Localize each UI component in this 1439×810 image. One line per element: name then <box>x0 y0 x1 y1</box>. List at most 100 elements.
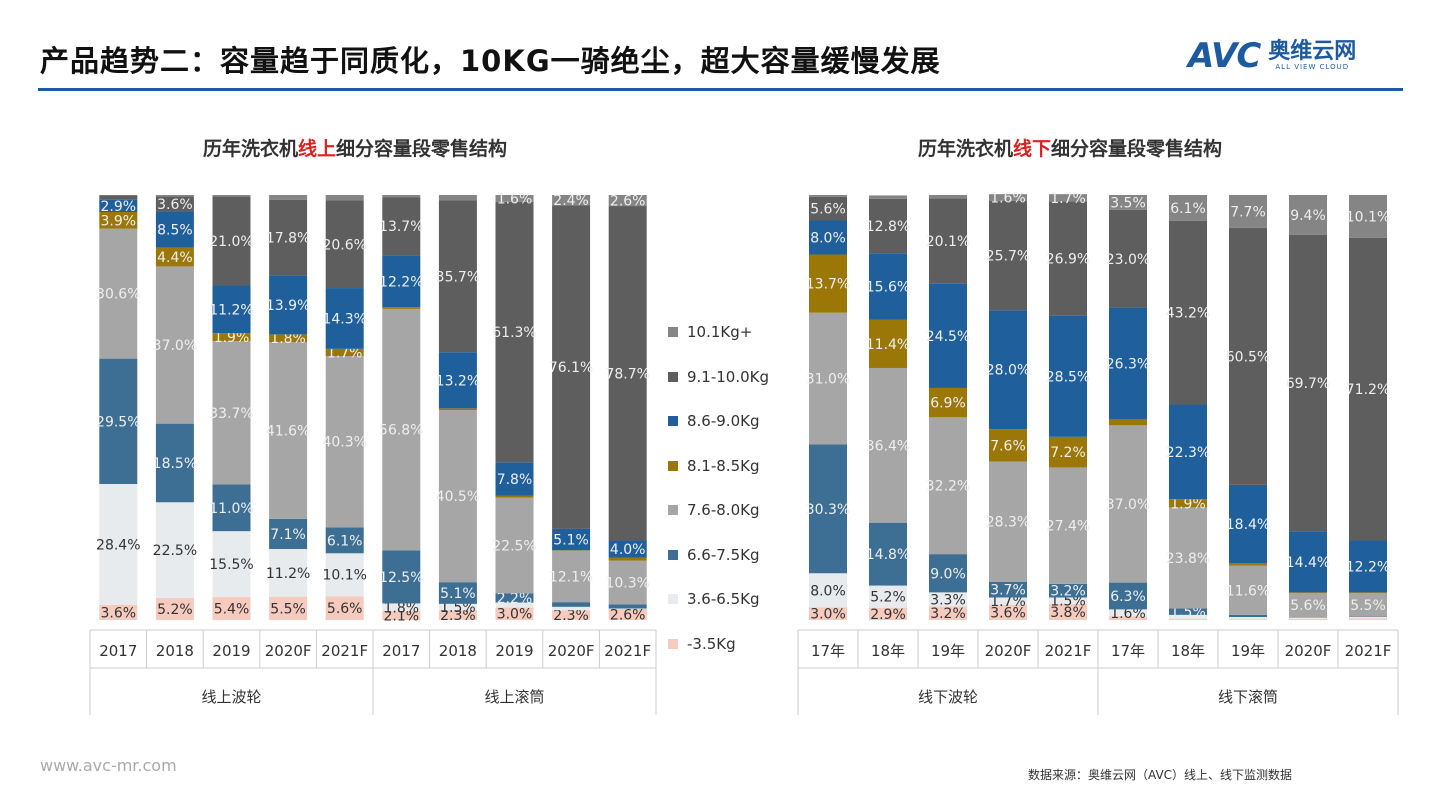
bar-segment <box>495 195 534 202</box>
data-label: 31.0% <box>806 372 850 388</box>
data-label: 1.6% <box>1110 606 1146 622</box>
data-label: 5.5% <box>270 601 306 617</box>
data-label: 9.0% <box>930 566 966 582</box>
data-label: 12.1% <box>549 569 593 585</box>
x-tick-label: 2017 <box>99 642 137 660</box>
bar-segment <box>1349 540 1387 593</box>
bar-segment <box>1169 220 1207 405</box>
data-label: 22.5% <box>492 538 536 554</box>
avc-logo: AVC 奥维云网 ALL VIEW CLOUD <box>1188 36 1356 76</box>
bar-segment <box>1229 484 1267 564</box>
title-pre: 历年洗衣机 <box>203 138 299 160</box>
x-tick-label: 18年 <box>1171 642 1205 660</box>
data-label: 3.3% <box>930 592 966 608</box>
data-label: 15.6% <box>866 279 910 295</box>
bar-segment <box>1289 195 1327 235</box>
bar-segment <box>552 602 591 607</box>
bar-segment <box>1349 593 1387 617</box>
bar-segment <box>1349 195 1387 238</box>
data-label: 23.8% <box>1166 551 1210 567</box>
bar-segment <box>608 195 647 207</box>
data-label: 7.7% <box>1230 204 1266 220</box>
bar-segment <box>552 205 591 529</box>
data-label: 18.5% <box>153 456 197 472</box>
title-post: 细分容量段零售结构 <box>336 138 508 160</box>
bar-segment <box>929 387 967 418</box>
data-label: 3.2% <box>1050 584 1086 600</box>
legend-item: 10.1Kg+ <box>668 310 769 355</box>
bar-segment <box>382 308 421 551</box>
data-label: 14.8% <box>866 547 910 563</box>
data-label: 15.5% <box>209 557 253 573</box>
bar-segment <box>382 197 421 256</box>
bar-segment <box>155 423 194 503</box>
footer-url: www.avc-mr.com <box>40 756 177 775</box>
bar-segment <box>438 195 477 201</box>
data-label: 13.7% <box>379 219 423 235</box>
bar-segment <box>155 211 194 248</box>
bar-segment <box>438 610 477 620</box>
legend-label: 8.6-9.0Kg <box>687 412 760 431</box>
bar-segment <box>1049 603 1087 620</box>
data-label: 3.8% <box>1050 605 1086 621</box>
bar-segment <box>989 604 1027 620</box>
data-label: 8.0% <box>810 583 846 599</box>
data-label: 6.1% <box>327 533 363 549</box>
bar-segment <box>438 352 477 409</box>
group-label: 线下波轮 <box>918 688 978 706</box>
data-label: 8.0% <box>810 231 846 247</box>
bar-segment <box>495 201 534 463</box>
bar-segment <box>99 604 138 620</box>
x-tick-label: 19年 <box>1231 642 1265 660</box>
bar-segment <box>929 554 967 593</box>
bar-segment <box>269 549 308 597</box>
data-label: 14.4% <box>1286 555 1330 571</box>
x-tick-label: 2021F <box>1345 642 1392 660</box>
data-label: 41.6% <box>266 423 310 439</box>
bar-segment <box>869 585 907 608</box>
data-label: 12.2% <box>379 274 423 290</box>
data-label: 3.6% <box>990 605 1026 621</box>
chart-title-online: 历年洗衣机线上细分容量段零售结构 <box>203 134 507 161</box>
bar-segment <box>382 611 421 620</box>
data-label: 7.6% <box>990 438 1026 454</box>
legend-swatch <box>668 371 678 382</box>
data-label: 76.1% <box>549 360 593 376</box>
bar-segment <box>1109 307 1147 420</box>
bar-segment <box>1289 592 1327 594</box>
data-label: 2.3% <box>440 608 476 624</box>
bar-segment <box>155 597 194 620</box>
data-label: 22.5% <box>153 543 197 559</box>
data-label: 2.9% <box>101 199 137 215</box>
bar-segment <box>325 527 364 554</box>
legend-item: 8.1-8.5Kg <box>668 444 769 489</box>
bar-segment <box>382 195 421 198</box>
bar-segment <box>989 194 1027 201</box>
data-label: 12.8% <box>866 219 910 235</box>
data-label: 33.7% <box>209 406 253 422</box>
data-label: 61.3% <box>492 325 536 341</box>
data-label: 1.9% <box>214 330 250 346</box>
bar-segment <box>99 358 138 484</box>
data-label: 20.6% <box>322 237 366 253</box>
data-label: 2.6% <box>610 194 646 210</box>
data-label: 7.2% <box>1050 445 1086 461</box>
data-label: 5.2% <box>870 590 906 606</box>
x-tick-label: 2020F <box>548 642 595 660</box>
bar-segment <box>155 266 194 424</box>
bar-segment <box>438 408 477 411</box>
bar-segment <box>438 582 477 604</box>
title-highlight: 线下 <box>1013 138 1052 160</box>
legend-label: 9.1-10.0Kg <box>687 367 770 386</box>
bar-segment <box>99 199 138 212</box>
bar-segment <box>99 195 138 200</box>
bar-segment <box>212 597 251 620</box>
data-label: 24.5% <box>926 329 970 345</box>
bar-segment <box>269 518 308 550</box>
x-tick-label: 2019 <box>212 642 250 660</box>
data-label: 69.7% <box>1286 376 1330 392</box>
legend-item: 8.6-9.0Kg <box>668 399 769 444</box>
bar-segment <box>438 603 477 611</box>
data-label: 20.1% <box>926 234 970 250</box>
legend-label: 7.6-8.0Kg <box>687 501 760 520</box>
